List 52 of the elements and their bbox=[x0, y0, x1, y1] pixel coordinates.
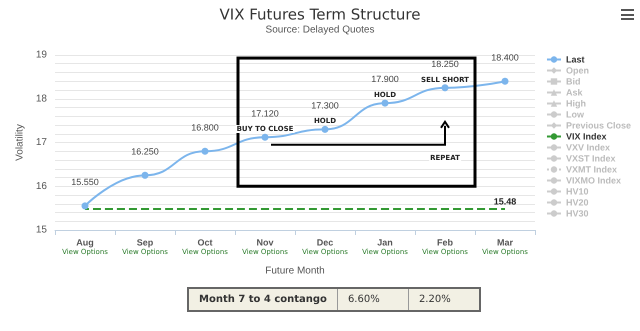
x-tick-label: Nov bbox=[256, 238, 274, 248]
data-label: 15.550 bbox=[71, 176, 99, 187]
y-tick-label: 16 bbox=[36, 180, 48, 192]
x-tick-label: Mar bbox=[496, 238, 514, 248]
data-label: 17.300 bbox=[311, 100, 339, 110]
legend-label: VXV Index bbox=[566, 142, 610, 152]
legend-label: VXMT Index bbox=[566, 164, 617, 174]
point bbox=[502, 78, 508, 85]
legend-label: High bbox=[566, 98, 586, 108]
point bbox=[442, 84, 448, 92]
text: 6.60% bbox=[337, 288, 408, 311]
x-tick-label: Sep bbox=[136, 238, 154, 248]
legend-label: Last bbox=[566, 54, 584, 64]
point bbox=[382, 100, 388, 107]
y-axis-title: Volatility bbox=[14, 124, 26, 161]
point bbox=[262, 134, 268, 141]
legend-label: HV10 bbox=[566, 186, 588, 196]
legend-label: Bid bbox=[566, 76, 580, 86]
data-label: 18.250 bbox=[431, 58, 459, 69]
point bbox=[142, 172, 148, 179]
text: 2.20% bbox=[408, 288, 480, 311]
data-label: 18.400 bbox=[491, 52, 519, 62]
chart-subtitle: Source: Delayed Quotes bbox=[266, 24, 374, 36]
legend-label: HV20 bbox=[566, 198, 588, 208]
x-tick-label: Jan bbox=[377, 238, 393, 248]
data-label: 17.120 bbox=[251, 108, 279, 118]
legend-label: VIXMO Index bbox=[566, 176, 621, 186]
y-tick-label: 15 bbox=[36, 224, 48, 236]
y-tick-label: 17 bbox=[36, 137, 48, 148]
data-label: 15.48 bbox=[494, 196, 516, 206]
data-label: 16.250 bbox=[131, 146, 159, 156]
point bbox=[202, 148, 208, 155]
data-label: 16.800 bbox=[191, 122, 219, 132]
x-axis-title: Future Month bbox=[265, 266, 325, 276]
legend-label: Previous Close bbox=[566, 120, 632, 130]
x-tick-label: Oct bbox=[197, 238, 213, 248]
y-tick-label: 19 bbox=[36, 50, 48, 60]
text: Month 7 to 4 contango bbox=[188, 288, 338, 311]
legend-label: Open bbox=[566, 66, 589, 76]
x-tick-label: Dec bbox=[316, 238, 334, 248]
legend-label: VIX Index bbox=[566, 132, 606, 142]
data-label: 17.900 bbox=[371, 74, 399, 84]
chart-title: VIX Futures Term Structure bbox=[220, 6, 420, 24]
legend-label: VXST Index bbox=[566, 154, 616, 164]
legend-label: HV30 bbox=[566, 208, 588, 218]
legend-label: Ask bbox=[566, 88, 584, 98]
point bbox=[322, 126, 328, 133]
point bbox=[82, 202, 88, 210]
x-tick-label: Feb bbox=[436, 238, 454, 248]
legend-label: Low bbox=[566, 110, 585, 120]
y-tick-label: 18 bbox=[36, 93, 48, 104]
x-tick-label: Aug bbox=[76, 238, 94, 248]
